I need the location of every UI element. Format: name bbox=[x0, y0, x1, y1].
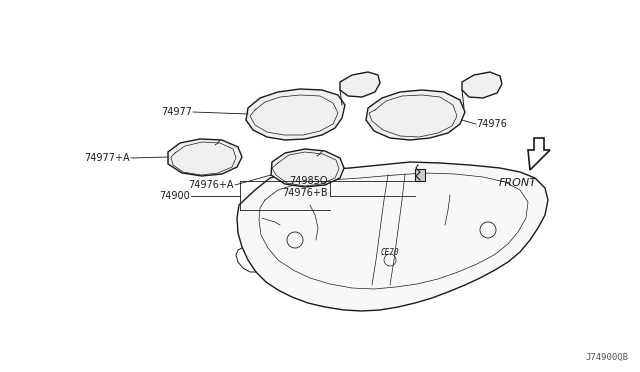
Text: CE70: CE70 bbox=[381, 247, 399, 257]
Text: FRONT: FRONT bbox=[499, 178, 537, 188]
Polygon shape bbox=[528, 138, 550, 170]
Polygon shape bbox=[366, 90, 465, 140]
Polygon shape bbox=[462, 72, 502, 98]
Polygon shape bbox=[168, 139, 242, 176]
Polygon shape bbox=[415, 169, 425, 181]
Text: 74976: 74976 bbox=[476, 119, 507, 129]
Polygon shape bbox=[237, 162, 548, 311]
Text: 74900: 74900 bbox=[159, 191, 190, 201]
Text: 74976+B: 74976+B bbox=[282, 188, 328, 198]
Text: 74985Q: 74985Q bbox=[289, 176, 328, 186]
Text: 74977: 74977 bbox=[161, 107, 192, 117]
Text: 74976+A: 74976+A bbox=[189, 180, 234, 190]
Text: J74900QB: J74900QB bbox=[585, 353, 628, 362]
Polygon shape bbox=[271, 149, 344, 187]
Text: 74977+A: 74977+A bbox=[84, 153, 130, 163]
Polygon shape bbox=[340, 72, 380, 97]
Polygon shape bbox=[246, 89, 345, 140]
